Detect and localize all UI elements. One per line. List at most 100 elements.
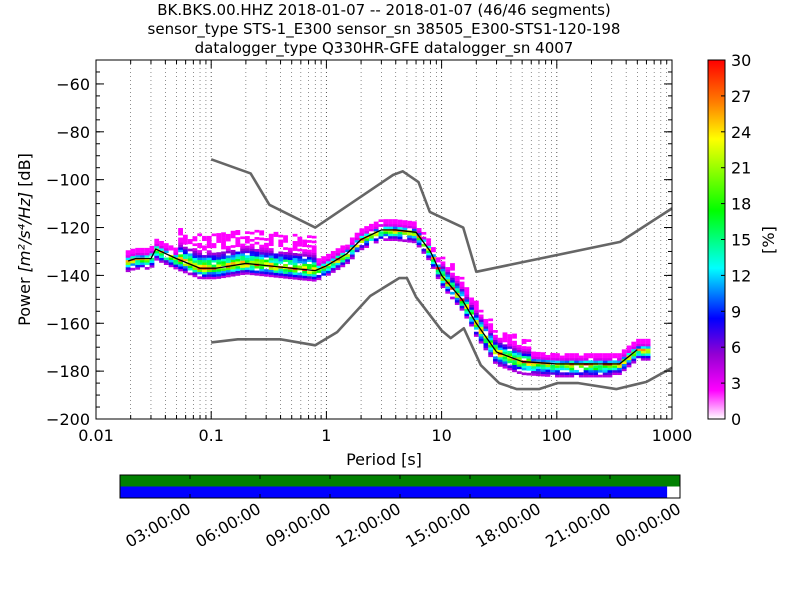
psd-density-cell bbox=[531, 370, 536, 374]
psd-density-cell bbox=[502, 346, 508, 350]
psd-density-cell bbox=[182, 265, 188, 269]
psd-density-cell bbox=[593, 357, 599, 361]
psd-density-cell bbox=[187, 265, 193, 269]
psd-density-cell bbox=[597, 353, 603, 356]
psd-density-cell bbox=[493, 342, 498, 345]
psd-density-cell bbox=[478, 336, 484, 339]
psd-density-cell bbox=[273, 262, 279, 266]
psd-density-cell bbox=[259, 232, 265, 236]
psd-density-cell bbox=[593, 353, 599, 356]
psd-density-cell bbox=[311, 264, 317, 268]
colorbar-tick-label: 30 bbox=[731, 51, 751, 70]
psd-density-cell bbox=[221, 241, 226, 245]
psd-density-cell bbox=[378, 233, 384, 237]
psd-density-cell bbox=[364, 230, 370, 234]
psd-density-cell bbox=[392, 221, 398, 225]
psd-density-cell bbox=[497, 356, 503, 360]
psd-density-cell bbox=[383, 233, 389, 237]
psd-density-cell bbox=[283, 247, 288, 250]
psd-density-cell bbox=[531, 363, 536, 367]
psd-density-cell bbox=[140, 252, 145, 256]
psd-density-cell bbox=[497, 337, 503, 341]
psd-density-cell bbox=[235, 273, 241, 276]
psd-density-cell bbox=[316, 275, 322, 278]
psd-density-cell bbox=[140, 247, 145, 251]
psd-density-cell bbox=[240, 250, 246, 254]
psd-density-cell bbox=[326, 265, 331, 269]
psd-density-cell bbox=[278, 275, 284, 279]
psd-density-cell bbox=[221, 253, 226, 257]
psd-density-cell bbox=[202, 264, 207, 268]
psd-density-cell bbox=[369, 223, 374, 227]
psd-density-cell bbox=[521, 353, 527, 357]
psd-density-cell bbox=[545, 364, 551, 368]
psd-density-cell bbox=[559, 355, 565, 359]
psd-density-cell bbox=[469, 309, 474, 313]
psd-density-cell bbox=[435, 269, 441, 272]
psd-density-cell bbox=[497, 344, 503, 348]
psd-density-cell bbox=[182, 237, 188, 240]
psd-density-cell bbox=[283, 273, 288, 277]
psd-density-cell bbox=[640, 348, 646, 352]
psd-density-cell bbox=[202, 245, 207, 249]
psd-density-cell bbox=[149, 250, 155, 254]
psd-density-cell bbox=[440, 278, 446, 281]
psd-density-cell bbox=[621, 351, 627, 355]
psd-density-cell bbox=[459, 305, 465, 309]
psd-density-cell bbox=[182, 234, 188, 238]
psd-density-cell bbox=[469, 302, 474, 305]
psd-density-cell bbox=[473, 319, 479, 323]
psd-density-cell bbox=[545, 366, 551, 370]
psd-density-cell bbox=[364, 233, 370, 236]
psd-density-cell bbox=[645, 348, 651, 352]
psd-density-cell bbox=[326, 256, 331, 259]
psd-density-cell bbox=[407, 225, 412, 229]
x-tick-label: 0.01 bbox=[78, 426, 114, 445]
psd-density-cell bbox=[540, 366, 546, 370]
psd-density-cell bbox=[225, 233, 231, 237]
psd-density-cell bbox=[340, 252, 346, 256]
psd-density-cell bbox=[273, 270, 279, 273]
psd-density-cell bbox=[264, 271, 269, 275]
psd-density-cell bbox=[411, 223, 417, 227]
psd-density-cell bbox=[540, 371, 546, 375]
psd-density-cell bbox=[149, 257, 155, 261]
psd-density-cell bbox=[178, 256, 183, 260]
psd-density-cell bbox=[564, 365, 570, 368]
psd-density-cell bbox=[378, 224, 384, 227]
x-tick-label: 100 bbox=[542, 426, 573, 445]
psd-density-cell bbox=[216, 235, 222, 239]
psd-density-cell bbox=[249, 243, 255, 247]
psd-density-cell bbox=[373, 238, 379, 242]
psd-density-cell bbox=[617, 372, 622, 376]
psd-density-cell bbox=[292, 257, 298, 261]
psd-density-cell bbox=[464, 315, 470, 319]
psd-density-cell bbox=[612, 369, 618, 373]
psd-density-cell bbox=[612, 365, 618, 368]
psd-density-cell bbox=[326, 270, 331, 274]
psd-density-cell bbox=[521, 355, 527, 359]
psd-density-cell bbox=[645, 350, 651, 354]
psd-density-cell bbox=[645, 357, 651, 361]
psd-density-cell bbox=[564, 355, 570, 359]
psd-density-cell bbox=[407, 239, 412, 243]
psd-density-cell bbox=[564, 367, 570, 371]
psd-density-cell bbox=[473, 307, 479, 311]
psd-density-cell bbox=[144, 262, 150, 265]
psd-density-cell bbox=[392, 235, 398, 239]
psd-density-cell bbox=[640, 353, 646, 356]
psd-density-cell bbox=[602, 360, 608, 364]
psd-density-cell bbox=[516, 347, 522, 351]
psd-density-cell bbox=[211, 255, 217, 258]
psd-density-cell bbox=[273, 255, 279, 259]
psd-density-cell bbox=[535, 363, 541, 367]
psd-density-cell bbox=[626, 357, 632, 361]
psd-density-cell bbox=[402, 220, 408, 223]
psd-density-cell bbox=[397, 231, 403, 235]
psd-density-cell bbox=[202, 255, 207, 258]
psd-density-cell bbox=[450, 263, 455, 266]
psd-density-cell bbox=[459, 276, 465, 280]
psd-density-cell bbox=[254, 241, 260, 245]
psd-density-cell bbox=[512, 369, 517, 373]
psd-density-cell bbox=[459, 288, 465, 292]
